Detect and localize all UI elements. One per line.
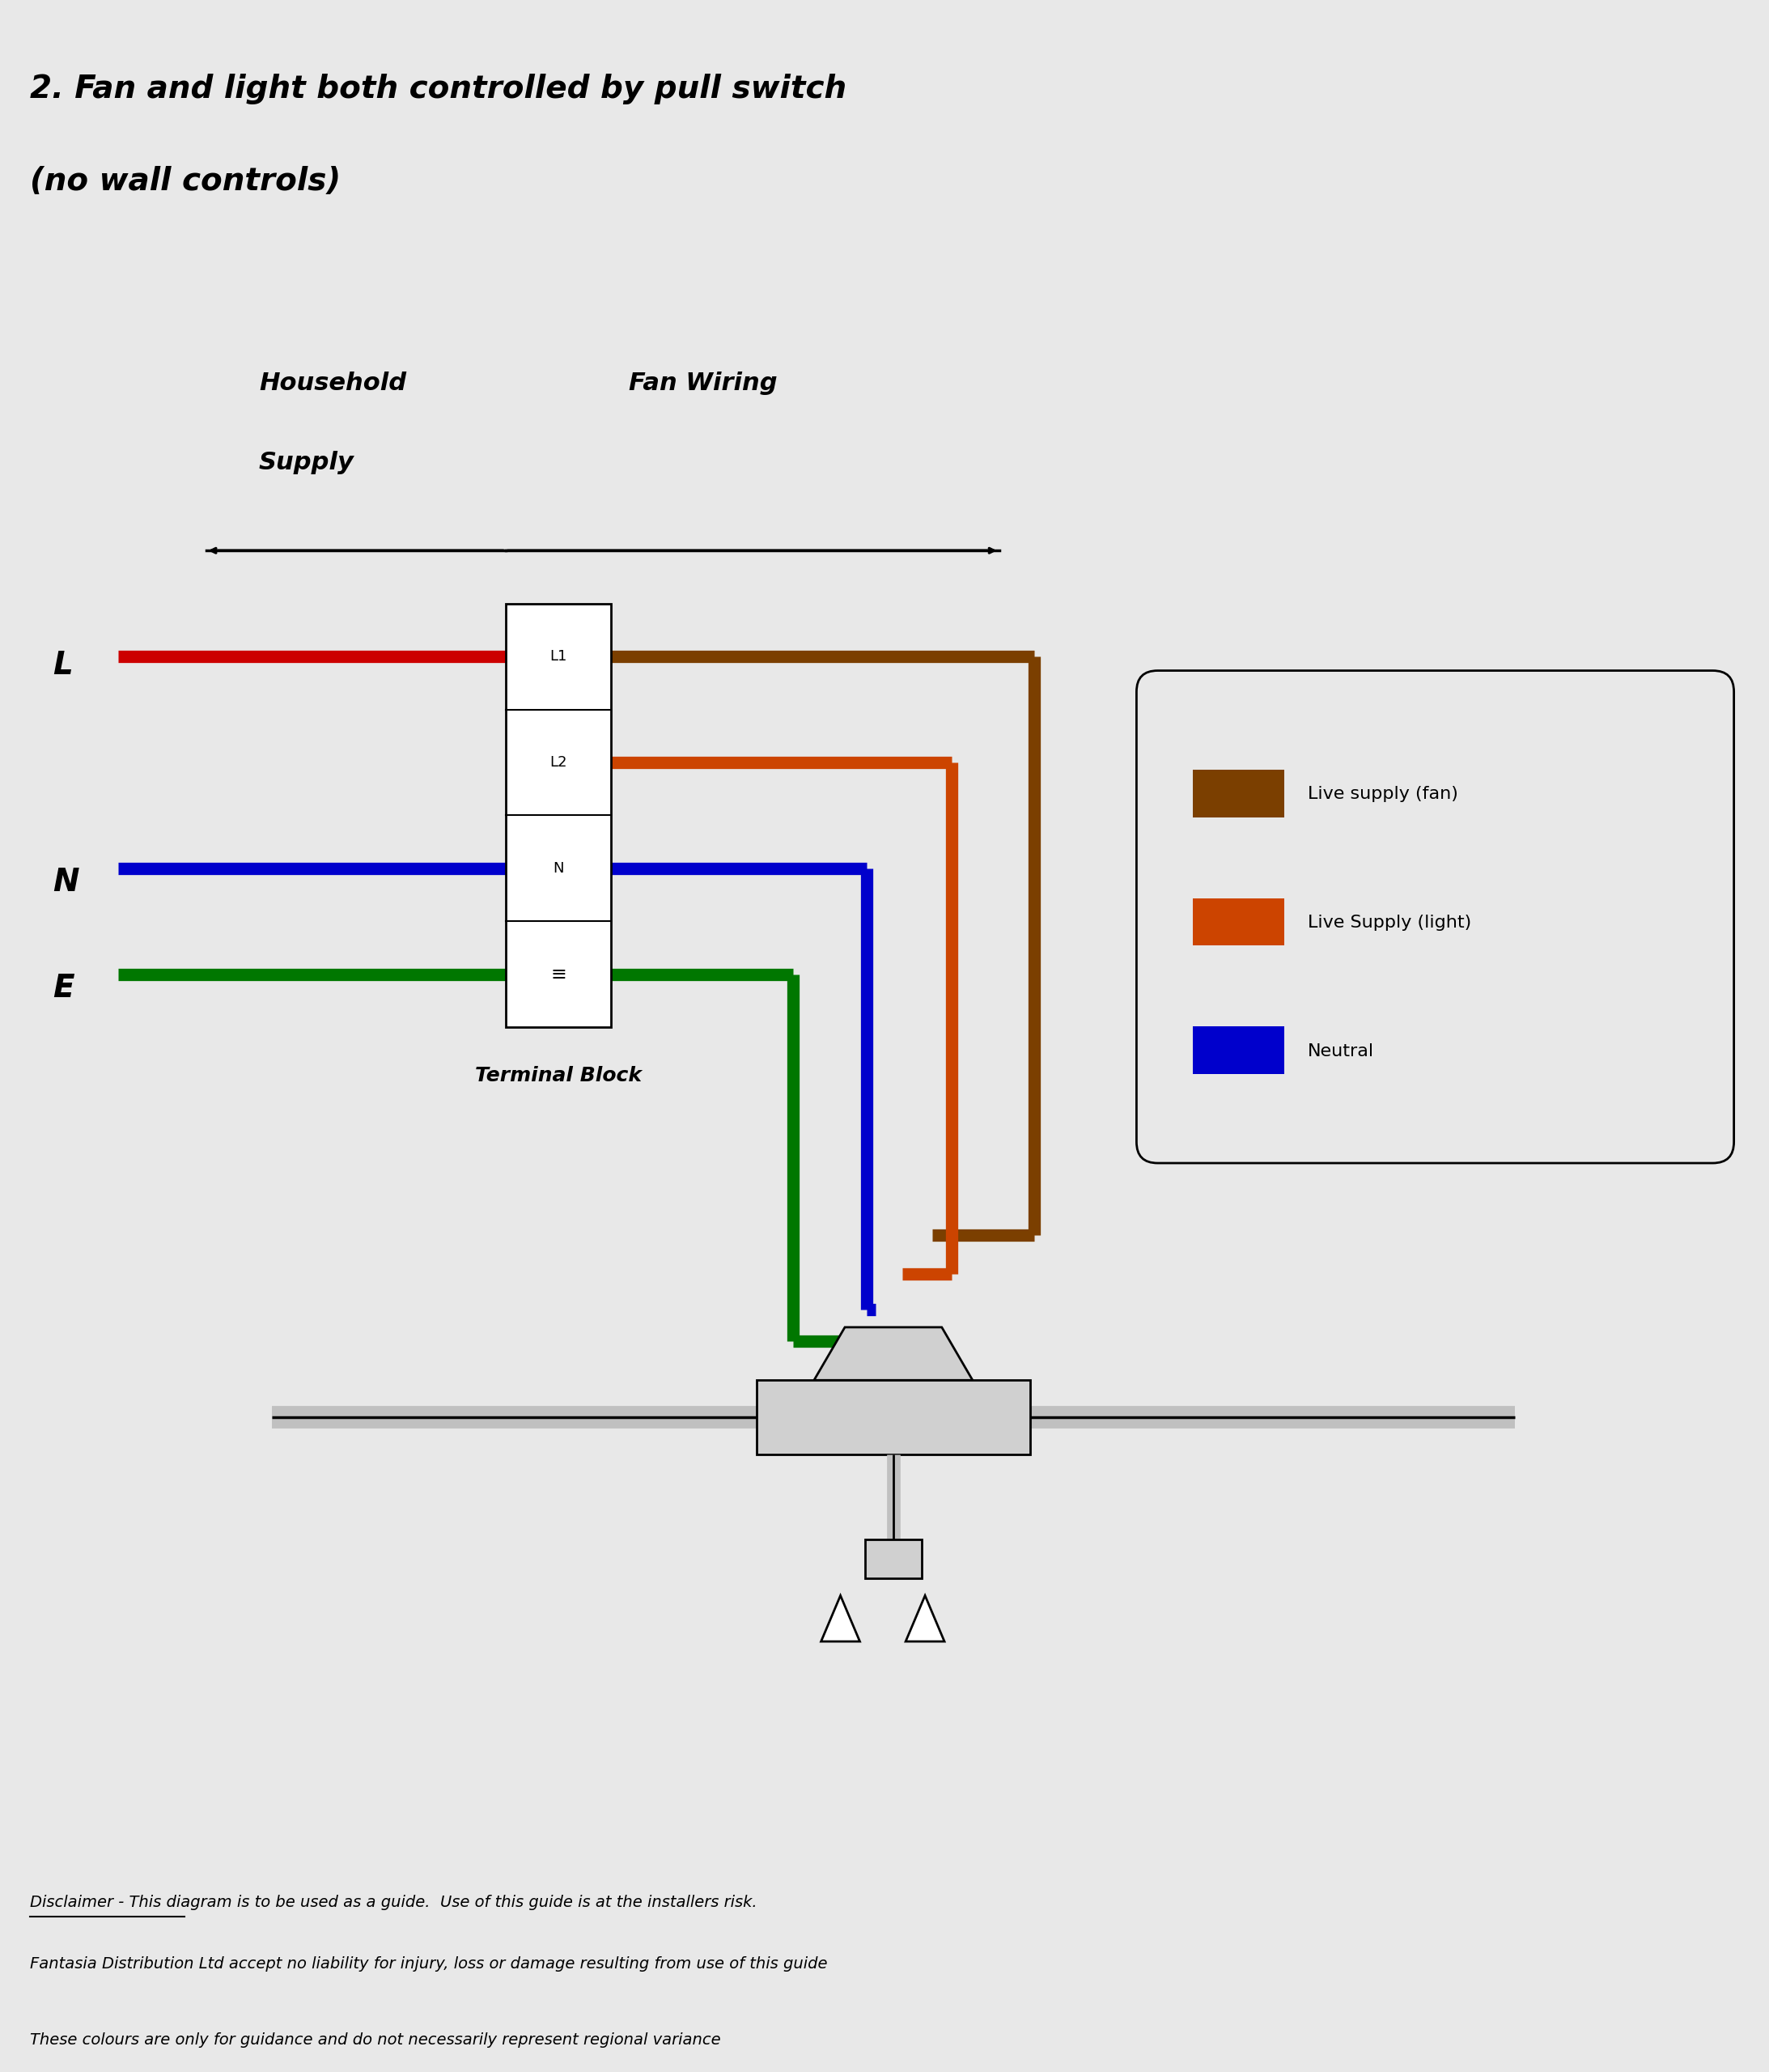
- FancyBboxPatch shape: [1136, 671, 1734, 1162]
- Text: Fantasia Distribution Ltd accept no liability for injury, loss or damage resulti: Fantasia Distribution Ltd accept no liab…: [30, 1956, 828, 1973]
- Text: Fan Wiring: Fan Wiring: [630, 371, 778, 394]
- Text: Neutral: Neutral: [1307, 1044, 1375, 1059]
- Text: These colours are only for guidance and do not necessarily represent regional va: These colours are only for guidance and …: [30, 2033, 720, 2047]
- Text: Disclaimer - This diagram is to be used as a guide.  Use of this guide is at the: Disclaimer - This diagram is to be used …: [30, 1894, 757, 1910]
- Text: Terminal Block: Terminal Block: [476, 1065, 642, 1086]
- Text: L2: L2: [550, 754, 568, 769]
- Bar: [1192, 769, 1284, 816]
- Text: N: N: [554, 862, 564, 876]
- Text: ≡: ≡: [550, 963, 566, 984]
- Text: L1: L1: [550, 649, 568, 663]
- Text: Live supply (fan): Live supply (fan): [1307, 785, 1458, 802]
- Bar: [506, 603, 612, 1028]
- Polygon shape: [814, 1328, 973, 1380]
- Text: Supply: Supply: [258, 450, 354, 474]
- Bar: [1192, 1026, 1284, 1073]
- Text: Household: Household: [258, 371, 407, 394]
- Text: E: E: [53, 974, 74, 1003]
- Text: L: L: [53, 651, 73, 682]
- Bar: [757, 1380, 1030, 1455]
- Text: (no wall controls): (no wall controls): [30, 166, 341, 197]
- Text: N: N: [53, 866, 80, 897]
- Text: 2. Fan and light both controlled by pull switch: 2. Fan and light both controlled by pull…: [30, 75, 846, 106]
- Polygon shape: [906, 1595, 945, 1641]
- Text: Live Supply (light): Live Supply (light): [1307, 914, 1472, 930]
- Polygon shape: [821, 1595, 860, 1641]
- Bar: [1192, 897, 1284, 945]
- Bar: [865, 1539, 922, 1579]
